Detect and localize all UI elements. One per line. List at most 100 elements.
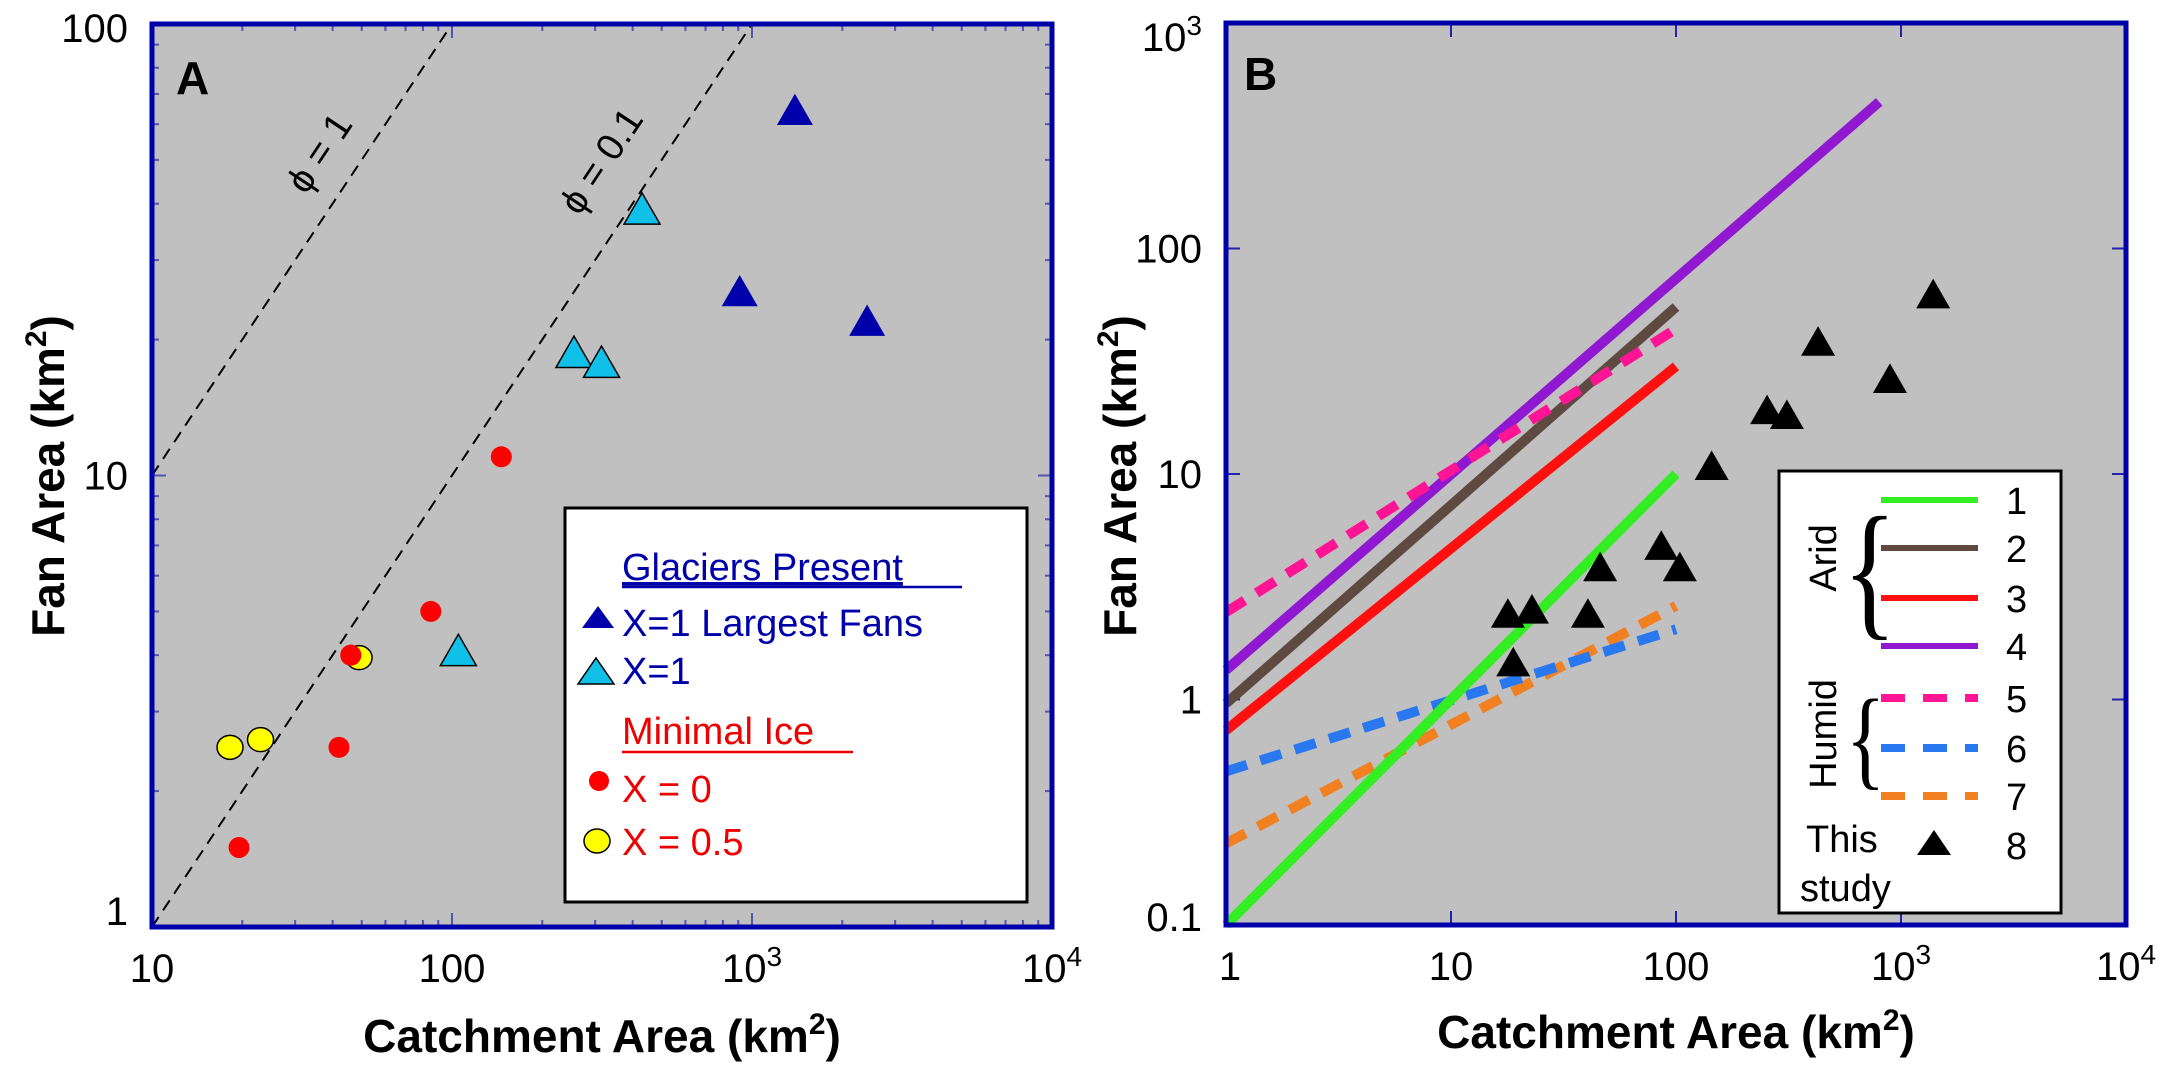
x-axis-title-sup: 2 xyxy=(809,1008,826,1041)
legend-number-1: 1 xyxy=(2006,481,2027,523)
data-point-triangle xyxy=(776,93,813,126)
data-point-triangle xyxy=(554,334,594,369)
x-axis-title-end: ) xyxy=(826,1010,841,1062)
y-tick-label: 1 xyxy=(1180,679,1202,723)
legend-number-7: 7 xyxy=(2006,777,2027,819)
legend-number-6: 6 xyxy=(2006,729,2027,771)
x-axis-title-text: Catchment Area (km xyxy=(1437,1006,1883,1058)
data-point-triangle xyxy=(1570,598,1605,628)
y-tick-label: 0.1 xyxy=(1146,896,1202,940)
y-tick-label: 10 xyxy=(84,455,129,499)
tick-label-base: 1 xyxy=(1219,945,1241,989)
x-tick-label: 10 xyxy=(130,947,175,991)
tick-label-sup: 4 xyxy=(1066,941,1082,972)
legend-group-title-glaciers: Glaciers Present xyxy=(622,547,903,589)
x-tick-labels: 10 100 103 104 xyxy=(130,941,1082,991)
data-point-circle xyxy=(340,644,362,666)
panel-label-b: B xyxy=(1244,48,1277,100)
data-points xyxy=(216,93,886,858)
data-point-triangle xyxy=(849,304,886,336)
triangle-icon xyxy=(576,656,616,685)
data-point-triangle xyxy=(721,274,758,307)
data-point-triangle xyxy=(1694,450,1729,481)
y-axis-title-sup: 2 xyxy=(1092,330,1125,347)
legend-group-title-ice: Minimal Ice xyxy=(622,711,814,753)
tick-label-base: 10 xyxy=(1158,453,1203,497)
data-point-triangle xyxy=(1769,399,1804,430)
y-tick-label: 1 xyxy=(106,890,128,934)
plot-frame xyxy=(1223,20,2129,928)
x-tick-label: 1 xyxy=(1219,945,1241,989)
data-point-triangle xyxy=(1750,394,1785,425)
y-tick-label: 100 xyxy=(1135,228,1202,272)
tick-label-sup: 3 xyxy=(1186,10,1202,41)
data-point-triangle xyxy=(1872,363,1907,393)
legend-b: Arid { Humid { 1 2 3 4 5 6 7 8 This study xyxy=(1777,469,2063,915)
tick-label-base: 10 xyxy=(1142,16,1187,60)
series-line-5 xyxy=(1223,324,1679,617)
data-point-triangle xyxy=(1916,278,1951,309)
data-point-circle xyxy=(228,836,250,858)
tick-label-base: 1 xyxy=(106,890,128,934)
data-point-triangle xyxy=(1514,594,1549,624)
data-point-triangle xyxy=(582,344,621,379)
legend-this-study-line2: study xyxy=(1800,868,1891,910)
panel-label-a: A xyxy=(176,52,209,104)
y-axis-title-sup: 2 xyxy=(20,330,53,347)
data-point-triangle xyxy=(1801,326,1836,356)
legend-number-8: 8 xyxy=(2006,826,2027,868)
tick-label-base: 10 xyxy=(1429,945,1474,989)
x-tick-label: 103 xyxy=(722,941,782,991)
circle-icon xyxy=(583,828,611,854)
x-axis-title-b: Catchment Area (km2) xyxy=(1437,1004,1915,1058)
data-point-triangle xyxy=(1662,551,1697,582)
x-tick-label: 103 xyxy=(1871,939,1931,989)
y-tick-label: 100 xyxy=(61,7,128,51)
tick-label-sup: 4 xyxy=(2140,939,2156,970)
y-tick-label: 103 xyxy=(1142,10,1202,60)
legend-number-4: 4 xyxy=(2006,627,2027,669)
tick-label-base: 10 xyxy=(130,947,175,991)
data-point-triangle xyxy=(439,632,478,667)
tick-label-base: 10 xyxy=(722,947,767,991)
tick-label-sup: 3 xyxy=(1915,939,1931,970)
legend-a: Glaciers Present X=1 Largest Fans X=1 Mi… xyxy=(563,506,1029,904)
x-tick-label: 100 xyxy=(419,947,486,991)
tick-label-base: 10 xyxy=(1871,945,1916,989)
x-tick-label: 104 xyxy=(2096,939,2156,989)
series-line-1 xyxy=(1222,470,1680,929)
tick-label-base: 1 xyxy=(1180,679,1202,723)
data-point-triangle xyxy=(622,191,662,225)
series-lines xyxy=(1222,98,1883,929)
reference-line-phi-0.1 xyxy=(151,23,753,928)
data-point-circle xyxy=(328,736,350,758)
legend-entry: X = 0.5 xyxy=(622,822,743,864)
brace-icon: { xyxy=(1843,486,1897,652)
y-axis-title-b: Fan Area (km2) xyxy=(1092,315,1146,637)
x-tick-label: 100 xyxy=(1643,945,1710,989)
triangle-icon xyxy=(582,606,614,628)
x-axis-title-end: ) xyxy=(1900,1006,1915,1058)
data-point-triangle xyxy=(1496,646,1531,677)
legend-number-5: 5 xyxy=(2006,679,2027,721)
x-axis-title-a: Catchment Area (km2) xyxy=(363,1008,841,1062)
legend-number-2: 2 xyxy=(2006,529,2027,571)
legend-numbers: 1 2 3 4 5 6 7 8 xyxy=(2006,481,2027,868)
y-axis-title-text: Fan Area (km xyxy=(1094,347,1146,637)
y-axis-title-end: ) xyxy=(1094,315,1146,330)
data-point-circle xyxy=(216,734,244,761)
triangle-icon xyxy=(1917,830,1951,855)
tick-label-base: 10 xyxy=(2096,945,2141,989)
x-tick-label: 10 xyxy=(1429,945,1474,989)
tick-label-sup: 3 xyxy=(766,941,782,972)
data-point-triangle xyxy=(1490,598,1525,628)
tick-label-base: 0.1 xyxy=(1146,896,1202,940)
legend-entry: X=1 xyxy=(622,651,691,693)
legend-group-label-arid: Arid xyxy=(1803,524,1845,592)
legend-this-study-line1: This xyxy=(1806,819,1878,861)
reference-line-phi-1 xyxy=(151,23,453,477)
x-axis-title-text: Catchment Area (km xyxy=(363,1010,809,1062)
y-tick-labels: 1 10 100 xyxy=(61,7,128,934)
